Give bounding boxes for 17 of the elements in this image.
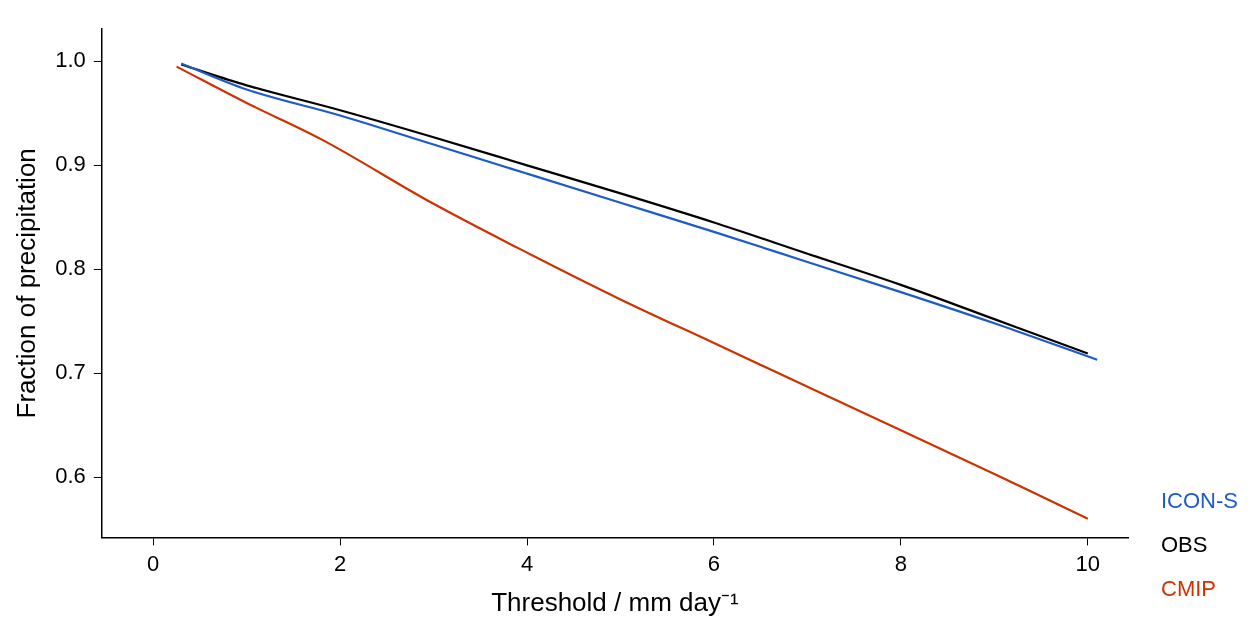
text: CMIP [1161,576,1216,602]
y-tick-label: 0.7 [55,359,86,385]
text: OBS [1161,532,1208,558]
x-tick-label: 8 [894,550,908,576]
x-tick-label: 4 [520,550,534,576]
y-tick-label: 0.9 [55,151,86,177]
x-tick-label: 2 [333,550,347,576]
y-tick-label: 0.8 [55,255,86,281]
x-axis-title: Threshold / mm day⁻¹ [491,586,739,617]
text: ICON-S [1161,488,1238,514]
x-tick-label: 0 [147,550,160,576]
y-tick-label: 1.0 [55,47,86,73]
x-tick-label: 10 [1075,550,1101,576]
x-tick-label: 6 [707,550,721,576]
line-series [175,65,1089,520]
y-tick-label: 0.6 [55,463,86,489]
y-axis-title: Fraction of precipitation [10,148,41,419]
